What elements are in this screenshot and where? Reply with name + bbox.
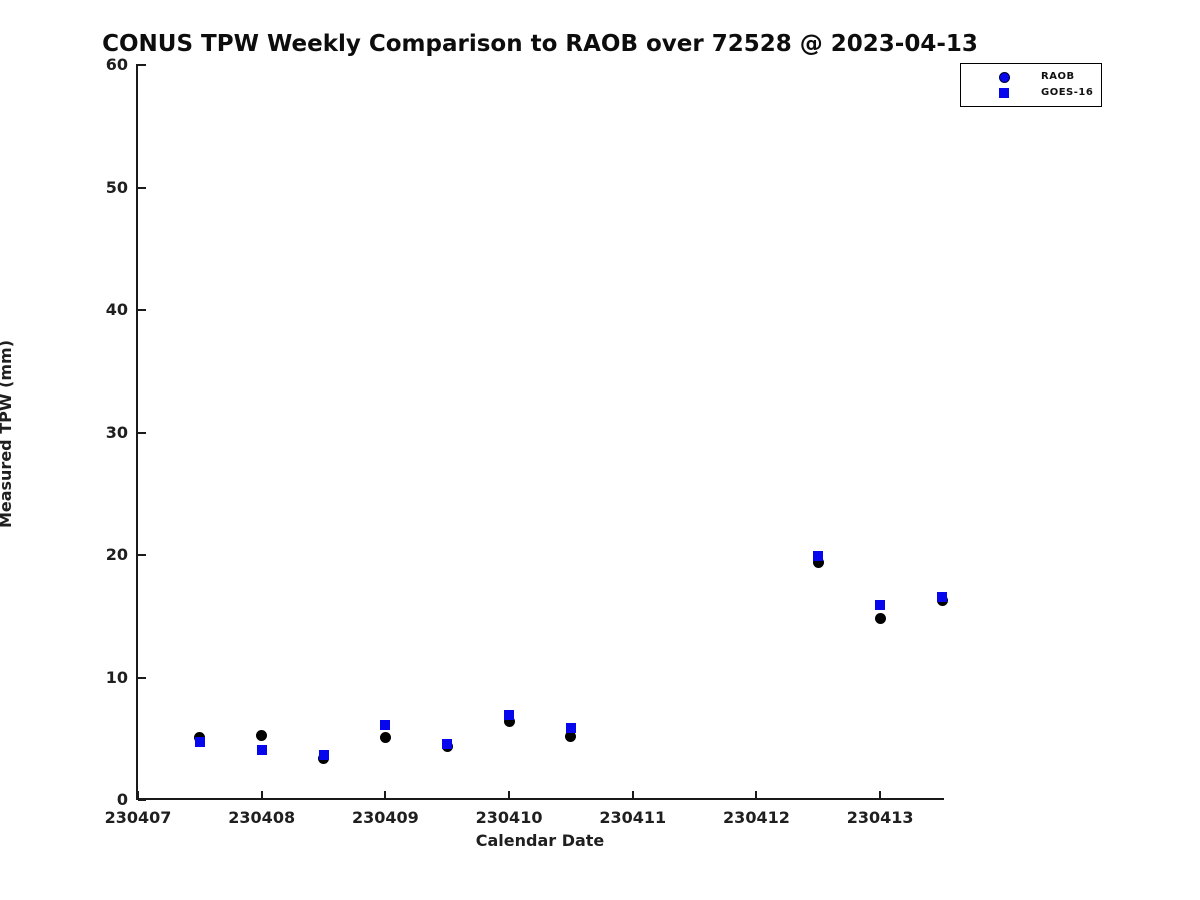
- y-tick-label: 60: [105, 55, 128, 74]
- x-tick-label: 230412: [723, 808, 790, 827]
- x-tick-mark: [384, 791, 387, 799]
- x-tick-label: 230408: [228, 808, 296, 827]
- legend-label-raob: RAOB: [1041, 71, 1075, 82]
- y-tick-mark: [138, 309, 146, 311]
- data-point-goes16: [380, 720, 391, 731]
- y-tick-mark: [138, 186, 146, 189]
- data-point-goes16: [504, 710, 515, 721]
- x-tick-mark: [508, 791, 511, 799]
- y-tick-mark: [138, 554, 146, 556]
- x-tick-label: 230407: [104, 808, 172, 827]
- legend-item-raob: RAOB: [961, 69, 1101, 85]
- x-tick-label: 230409: [351, 808, 419, 827]
- x-tick-mark: [879, 791, 882, 799]
- y-tick-mark: [138, 676, 146, 679]
- x-tick-label: 230410: [475, 808, 543, 827]
- data-point-goes16: [318, 749, 329, 760]
- x-tick-label: 230411: [599, 808, 667, 827]
- data-point-goes16: [813, 551, 824, 562]
- data-point-goes16: [442, 738, 453, 749]
- y-tick-label: 0: [116, 790, 128, 809]
- y-tick-label: 50: [105, 177, 128, 197]
- data-point-raob: [503, 716, 515, 728]
- goes16-square-icon: [999, 88, 1009, 98]
- raob-circle-icon: [999, 72, 1010, 83]
- x-tick-mark: [260, 791, 263, 799]
- x-tick-mark: [137, 791, 139, 799]
- y-axis-line: [136, 64, 138, 800]
- y-tick-mark: [138, 431, 146, 434]
- y-tick-label: 20: [105, 545, 128, 564]
- data-point-raob: [256, 729, 268, 741]
- data-point-goes16: [256, 744, 267, 755]
- legend-item-goes16: GOES-16: [961, 85, 1101, 101]
- plot-area: 230407 230408 230409 230410 230411 230412 2304…: [105, 55, 948, 827]
- y-tick-label: 40: [105, 300, 128, 319]
- y-tick-mark: [138, 799, 146, 801]
- legend: RAOB GOES-16: [960, 63, 1102, 107]
- x-tick-mark: [755, 791, 758, 799]
- y-tick-label: 10: [105, 667, 128, 687]
- chart-title: CONUS TPW Weekly Comparison to RAOB over…: [102, 31, 978, 57]
- data-point-raob: [874, 613, 886, 625]
- data-point-raob: [812, 556, 824, 568]
- x-axis-label: Calendar Date: [475, 831, 605, 850]
- y-tick-mark: [138, 64, 146, 66]
- x-axis-line: [136, 798, 944, 800]
- y-tick-label: 30: [105, 422, 128, 442]
- x-tick-label: 230413: [846, 808, 914, 827]
- legend-label-goes16: GOES-16: [1041, 87, 1094, 98]
- y-axis-label: Measured TPW (mm): [0, 339, 15, 529]
- data-point-goes16: [565, 722, 576, 733]
- data-point-goes16: [194, 737, 205, 748]
- x-tick-mark: [631, 791, 634, 799]
- data-point-goes16: [937, 591, 947, 602]
- data-point-raob: [379, 732, 391, 744]
- data-point-goes16: [875, 600, 886, 611]
- data-point-raob: [565, 730, 577, 742]
